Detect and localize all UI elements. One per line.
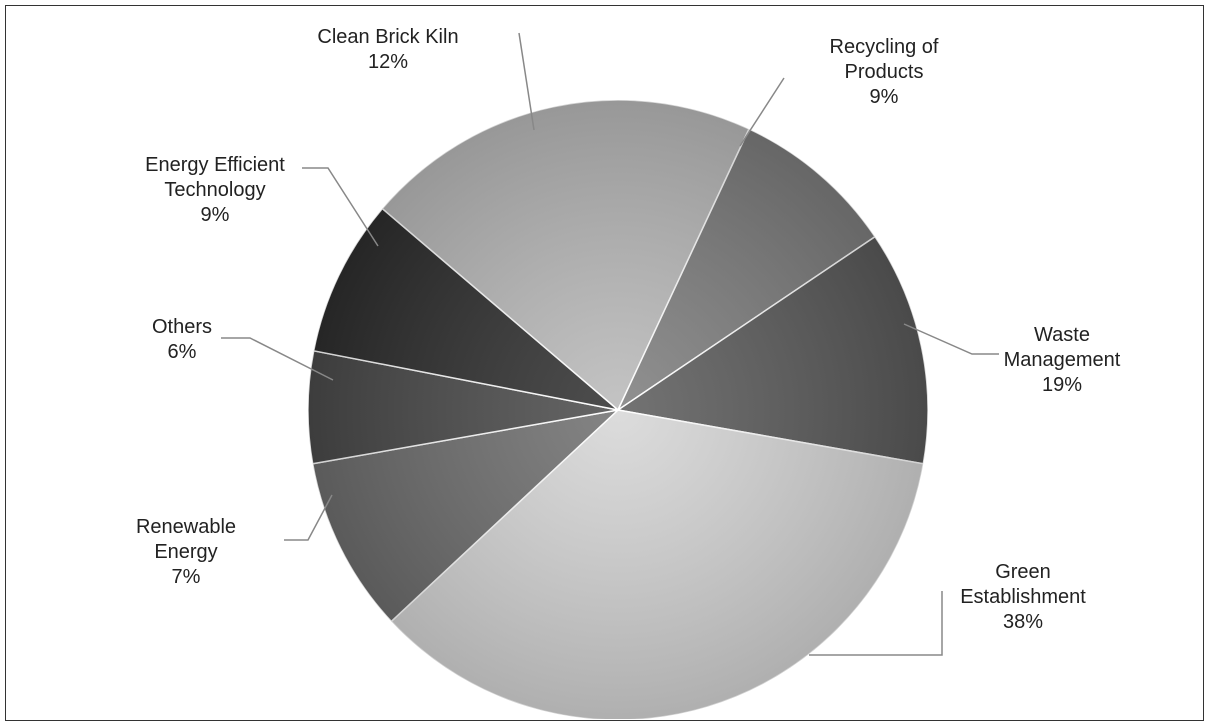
slice-label-line: Renewable xyxy=(136,516,236,538)
slice-percent: 7% xyxy=(172,566,201,588)
slice-label: Energy Efficient Technology 9% xyxy=(145,154,285,226)
slice-label-line: Technology xyxy=(164,179,265,201)
slice-label: Waste Management 19% xyxy=(1004,324,1121,396)
leader-line xyxy=(809,591,943,656)
leader-line xyxy=(302,167,379,247)
slice-percent: 19% xyxy=(1042,374,1082,396)
leader-line xyxy=(903,323,999,355)
slice-label-line: Energy Efficient xyxy=(145,154,285,176)
pie-shading xyxy=(308,100,928,719)
slice-label-line: Waste xyxy=(1034,324,1090,346)
slice-percent: 6% xyxy=(168,341,197,363)
slice-label-line: Recycling of xyxy=(830,36,939,58)
slice-label-line: Others xyxy=(152,316,212,338)
slice-percent: 38% xyxy=(1003,611,1043,633)
slice-label-line: Clean Brick Kiln xyxy=(317,26,458,48)
chart-frame: Clean Brick Kiln 12% Recycling of Products 9… xyxy=(5,5,1204,721)
slice-label-line: Establishment xyxy=(960,586,1086,608)
slice-label-line: Products xyxy=(845,61,924,83)
leader-line xyxy=(739,77,785,147)
slice-label: Clean Brick Kiln 12% xyxy=(317,26,458,73)
slice-label-line: Green xyxy=(995,561,1051,583)
slice-label-line: Management xyxy=(1004,349,1121,371)
slice-label: Green Establishment 38% xyxy=(960,561,1086,633)
leader-line xyxy=(221,337,334,381)
leader-line xyxy=(284,494,333,541)
slice-label: Renewable Energy 7% xyxy=(136,516,236,588)
slice-label-line: Energy xyxy=(154,541,217,563)
slice-percent: 9% xyxy=(201,204,230,226)
leader-line xyxy=(518,32,535,131)
slice-percent: 9% xyxy=(870,86,899,108)
slice-label: Others 6% xyxy=(152,316,212,363)
slice-percent: 12% xyxy=(368,51,408,73)
slice-label: Recycling of Products 9% xyxy=(830,36,939,108)
pie-chart: Clean Brick Kiln 12% Recycling of Products 9… xyxy=(136,26,1121,719)
